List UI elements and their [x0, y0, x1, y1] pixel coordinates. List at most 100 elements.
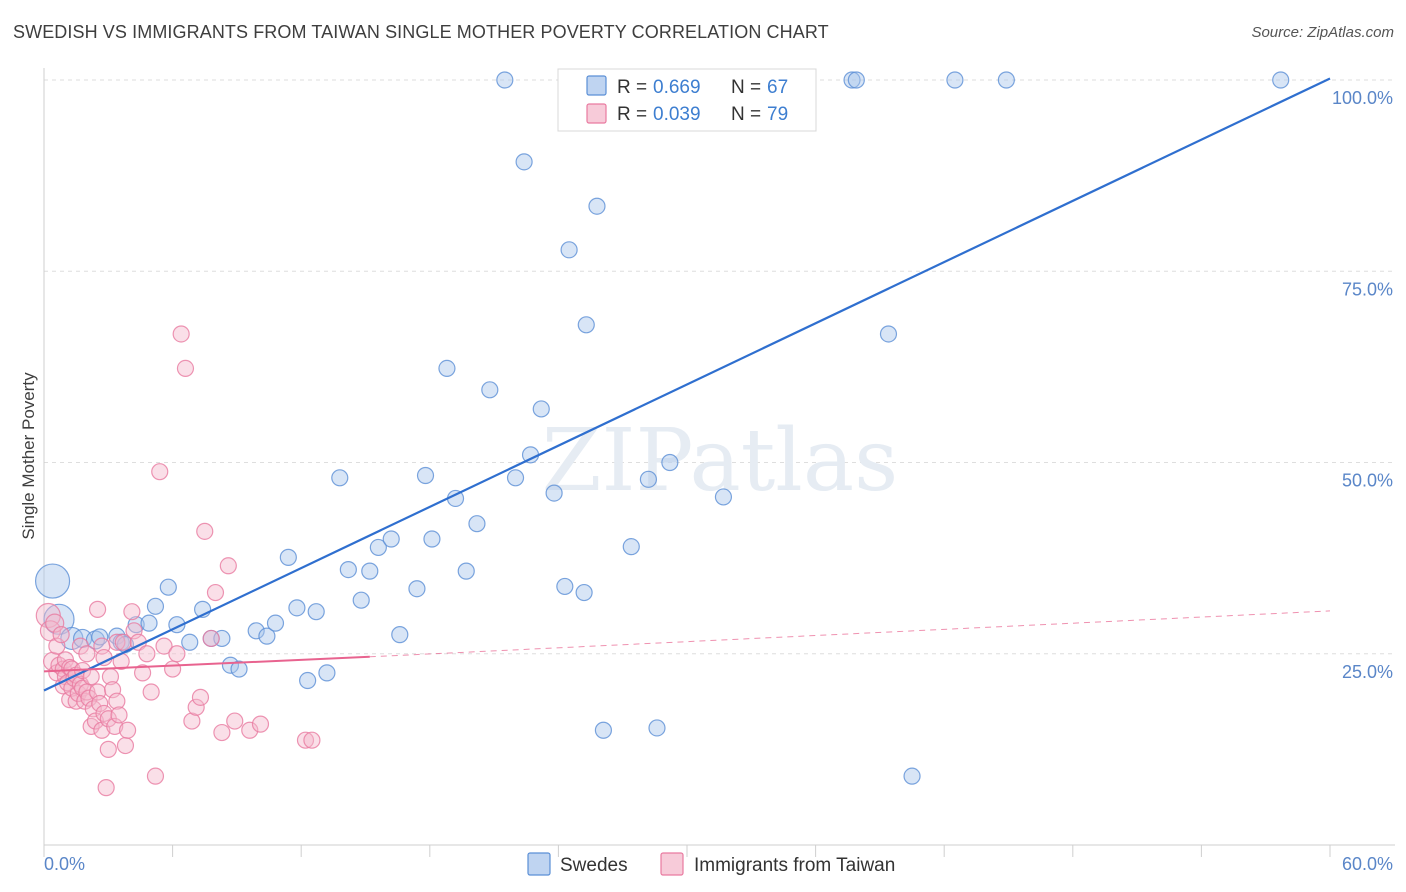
data-point [213, 723, 231, 742]
chart-source: Source: ZipAtlas.com [1251, 24, 1394, 41]
data-point [118, 721, 137, 739]
data-point [241, 721, 259, 739]
legend-swatch-taiwan [660, 852, 684, 876]
data-point [187, 698, 205, 716]
trend-line [43, 77, 1331, 692]
data-point [1272, 71, 1290, 89]
data-point [183, 712, 201, 730]
data-point [155, 637, 173, 655]
data-point [307, 603, 325, 621]
data-point [140, 614, 158, 632]
data-point [288, 599, 306, 617]
series-legend: Swedes Immigrants from Taiwan [527, 852, 895, 876]
data-point [91, 694, 109, 713]
data-point [95, 648, 113, 667]
data-point [622, 538, 640, 556]
y-tick-label: 100.0% [1332, 88, 1393, 108]
data-point [545, 484, 563, 502]
data-point [123, 603, 141, 621]
data-point [219, 557, 237, 575]
data-point [172, 325, 190, 343]
data-point [416, 466, 435, 485]
data-point [361, 562, 379, 580]
data-point [251, 715, 270, 733]
legend-swatch-swedes [527, 852, 551, 876]
data-point [151, 463, 169, 481]
data-point [99, 740, 117, 758]
data-point [946, 71, 964, 89]
data-point [408, 580, 426, 598]
data-point [438, 359, 456, 378]
trend-line [43, 655, 370, 673]
data-point [88, 600, 107, 618]
data-point [78, 645, 96, 663]
data-point [142, 683, 160, 701]
legend-r-value-taiwan: 0.039 [653, 104, 701, 125]
data-point [577, 316, 595, 334]
data-point [588, 197, 606, 215]
data-point [266, 614, 285, 632]
watermark: ZIPatlas [542, 411, 898, 511]
legend-swatch-taiwan [586, 103, 607, 124]
legend-n-label: N = [731, 104, 761, 125]
data-point [506, 469, 525, 487]
data-point [299, 671, 317, 690]
legend-label-swedes: Swedes [560, 855, 628, 876]
data-point [560, 241, 578, 259]
x-tick-labels: 0.0% 60.0% [44, 854, 1393, 874]
data-point [247, 622, 265, 640]
data-point [997, 71, 1015, 89]
data-point [133, 664, 152, 682]
legend-r-label: R = [617, 77, 647, 98]
data-point [146, 767, 165, 785]
data-point [303, 731, 321, 749]
data-point [903, 767, 921, 785]
data-point [97, 779, 115, 797]
axes [43, 68, 1395, 857]
x-tick-label: 60.0% [1342, 854, 1393, 874]
data-point [594, 721, 613, 739]
data-point [146, 597, 165, 615]
data-point [639, 470, 658, 488]
data-point [221, 656, 240, 674]
data-point [714, 488, 733, 506]
data-point [468, 515, 486, 533]
swedes-points [34, 71, 1290, 785]
data-point [648, 719, 666, 737]
trend-lines [43, 77, 1331, 692]
data-point [258, 627, 276, 645]
data-point [116, 736, 135, 755]
data-point [191, 688, 210, 706]
gridlines [44, 79, 1395, 655]
data-point [661, 453, 679, 472]
data-point [331, 469, 349, 487]
data-point [532, 400, 550, 418]
data-point [352, 591, 370, 609]
taiwan-points [35, 325, 321, 797]
legend-swatch-swedes [586, 75, 607, 96]
data-point [556, 577, 574, 596]
data-point [847, 71, 865, 89]
correlation-legend: R = 0.669 N = 67 R = 0.039 N = 79 [557, 68, 817, 132]
data-point [52, 626, 70, 644]
legend-r-value-swedes: 0.669 [653, 77, 701, 98]
data-point [457, 562, 475, 580]
data-point [108, 692, 126, 710]
data-point [45, 613, 65, 633]
data-point [515, 153, 533, 171]
legend-n-value-swedes: 67 [767, 77, 788, 98]
data-point [230, 660, 248, 678]
data-point [226, 712, 244, 730]
data-point [168, 645, 186, 663]
y-tick-label: 50.0% [1342, 471, 1393, 491]
y-tick-label: 25.0% [1342, 662, 1393, 682]
data-point [879, 325, 898, 343]
data-point [80, 689, 98, 707]
y-axis-label: Single Mother Poverty [19, 372, 38, 540]
data-point [114, 633, 132, 651]
data-point [202, 629, 220, 648]
data-point [181, 633, 199, 651]
data-point [339, 560, 357, 579]
x-tick-label: 0.0% [44, 854, 85, 874]
data-point [318, 664, 336, 682]
